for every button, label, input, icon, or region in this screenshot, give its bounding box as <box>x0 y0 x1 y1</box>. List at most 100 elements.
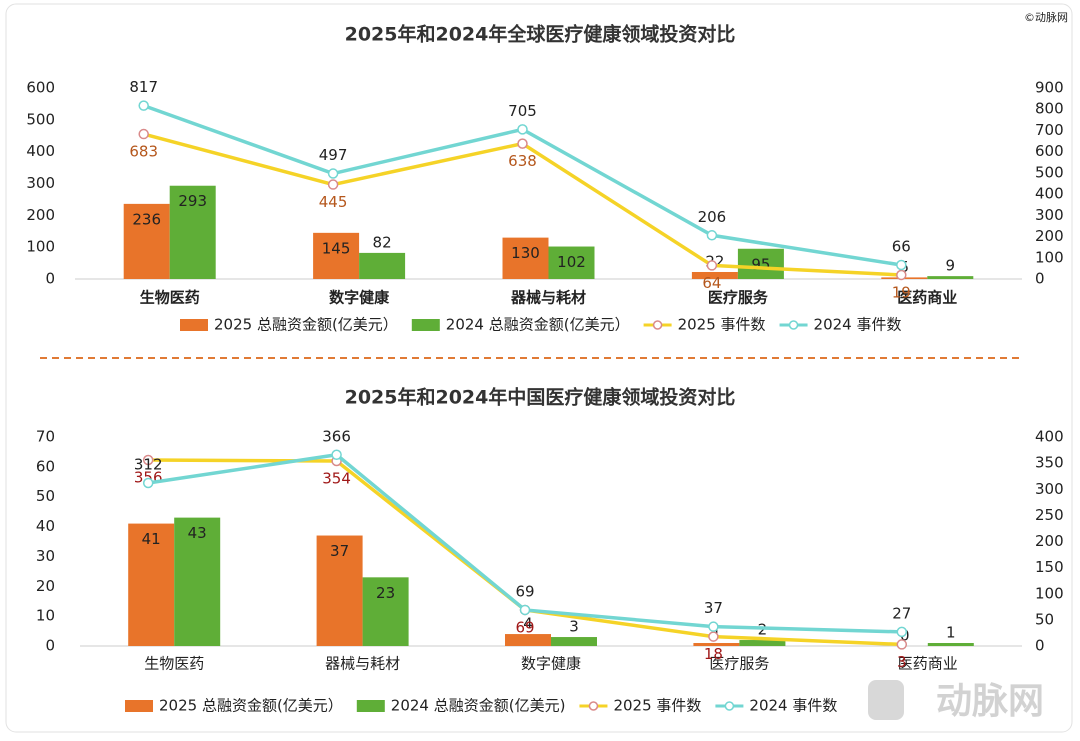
line-label: 69 <box>515 582 534 600</box>
line-marker <box>142 454 154 466</box>
legend-swatch <box>180 319 208 331</box>
bar <box>313 232 360 279</box>
legend-label: 2025 总融资金额(亿美元） <box>214 316 398 334</box>
x-tick-label: 医疗服务 <box>709 655 769 673</box>
bar-label: 43 <box>188 524 207 542</box>
bar <box>693 643 740 646</box>
y2-tick-label: 800 <box>1035 100 1064 118</box>
y-tick-label: 100 <box>26 238 55 256</box>
bar-label: 130 <box>511 244 540 262</box>
y-tick-label: 40 <box>36 517 55 535</box>
line-label: 64 <box>702 274 721 292</box>
y-tick-label: 200 <box>26 206 55 224</box>
line-label: 312 <box>134 455 163 473</box>
line-marker <box>327 168 339 179</box>
legend-marker <box>724 701 735 711</box>
legend-label: 2024 总融资金额(亿美元) <box>391 697 566 715</box>
line-marker <box>519 604 531 616</box>
bar <box>927 643 974 646</box>
legend-label: 2024 事件数 <box>814 316 902 334</box>
legend-marker <box>588 701 599 711</box>
bar-label: 293 <box>178 192 207 210</box>
line-label: 366 <box>322 427 351 445</box>
bar <box>362 577 409 646</box>
line-label: 683 <box>129 143 158 161</box>
y-tick-label: 0 <box>45 637 55 655</box>
line-marker <box>708 621 719 632</box>
bar-label: 3 <box>569 618 579 636</box>
x-tick-label: 数字健康 <box>329 289 390 307</box>
y-tick-label: 50 <box>36 487 55 505</box>
y-tick-label: 60 <box>36 457 55 475</box>
bar-label: 82 <box>373 233 392 251</box>
y-tick-label: 10 <box>36 607 55 625</box>
bar <box>551 637 597 646</box>
y2-tick-label: 200 <box>1035 532 1064 550</box>
chart-title: 2025年和2024年中国医疗健康领域投资对比 <box>345 386 736 409</box>
x-tick-label: 数字健康 <box>521 655 581 673</box>
y-tick-label: 600 <box>26 79 55 97</box>
y2-tick-label: 250 <box>1035 506 1064 524</box>
y2-tick-label: 400 <box>1035 185 1064 203</box>
watermark: ©动脉网 <box>1024 10 1068 24</box>
bar-label: 1 <box>946 624 956 642</box>
y2-tick-label: 600 <box>1035 142 1064 160</box>
bar-label: 4 <box>523 615 533 633</box>
line-label: 27 <box>892 604 911 622</box>
line-marker <box>896 626 908 638</box>
y-tick-label: 300 <box>26 174 55 192</box>
y2-tick-label: 50 <box>1035 610 1054 628</box>
line-label: 3 <box>897 653 907 671</box>
legend-label: 2025 总融资金额(亿美元） <box>159 697 343 715</box>
line-label: 37 <box>704 599 723 617</box>
line-label: 206 <box>698 208 727 226</box>
y-tick-label: 0 <box>45 270 55 288</box>
x-tick-label: 器械与耗材 <box>325 655 400 673</box>
y2-tick-label: 100 <box>1035 584 1064 602</box>
line-label: 354 <box>322 470 351 488</box>
y-tick-label: 20 <box>36 577 55 595</box>
logo-icon <box>868 680 904 720</box>
y2-tick-label: 300 <box>1035 206 1064 224</box>
bar <box>737 248 784 279</box>
line-marker <box>331 449 342 461</box>
line-marker <box>896 269 907 281</box>
line-marker <box>708 631 719 642</box>
y2-tick-label: 0 <box>1035 637 1045 655</box>
bar <box>505 634 551 646</box>
legend-label: 2024 事件数 <box>749 697 837 715</box>
legend-marker <box>788 320 799 330</box>
bar <box>548 246 595 279</box>
legend-swatch <box>411 319 440 331</box>
bar-label: 9 <box>946 257 956 275</box>
line-label: 705 <box>508 102 537 120</box>
bar <box>316 535 363 646</box>
x-tick-label: 医药商业 <box>898 655 958 673</box>
y2-tick-label: 300 <box>1035 480 1064 498</box>
x-tick-label: 医药商业 <box>897 289 957 307</box>
line-marker <box>896 259 907 271</box>
bar <box>691 271 738 279</box>
line-marker <box>138 100 149 111</box>
legend-swatch <box>356 700 385 712</box>
bar-label: 145 <box>322 239 351 257</box>
bar-label: 102 <box>557 253 586 271</box>
y2-tick-label: 200 <box>1035 227 1064 245</box>
line-label: 66 <box>892 237 911 255</box>
y-tick-label: 70 <box>36 428 55 446</box>
legend-label: 2025 事件数 <box>678 316 766 334</box>
line-marker <box>142 477 154 489</box>
x-tick-label: 生物医药 <box>144 655 204 673</box>
bar <box>123 203 170 279</box>
y2-tick-label: 150 <box>1035 558 1064 576</box>
bar-label: 236 <box>132 210 161 228</box>
y-tick-label: 30 <box>36 547 55 565</box>
line-label: 18 <box>704 645 723 663</box>
y-tick-label: 400 <box>26 142 55 160</box>
y2-tick-label: 700 <box>1035 121 1064 139</box>
panel <box>5 3 1073 733</box>
bar-label: 95 <box>751 255 770 273</box>
line-marker <box>138 128 149 140</box>
line-label: 817 <box>129 78 158 96</box>
